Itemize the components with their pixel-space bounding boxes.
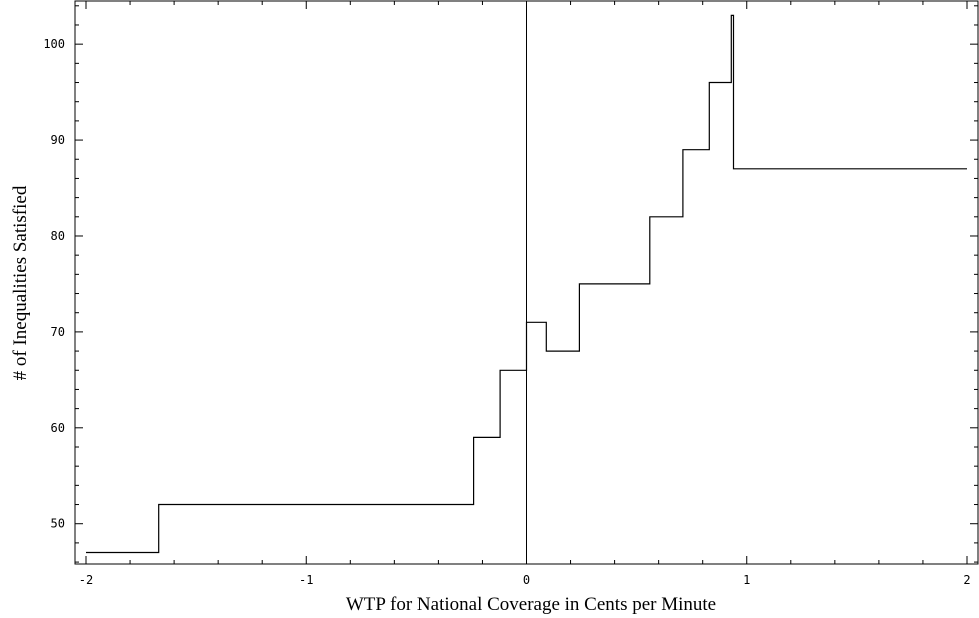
y-axis-ticks: 50 60 70 80 90 100 <box>43 5 978 563</box>
y-tick-label: 60 <box>51 421 65 435</box>
y-axis-label: # of Inequalities Satisfied <box>10 185 31 380</box>
y-tick-label: 50 <box>51 517 65 531</box>
x-tick-label: -1 <box>299 573 313 587</box>
x-tick-label: 0 <box>523 573 530 587</box>
x-tick-label: -2 <box>79 573 93 587</box>
y-tick-label: 70 <box>51 325 65 339</box>
y-tick-label: 100 <box>43 37 65 51</box>
y-tick-label: 80 <box>51 229 65 243</box>
y-tick-label: 90 <box>51 133 65 147</box>
x-tick-label: 2 <box>963 573 970 587</box>
x-axis-label: WTP for National Coverage in Cents per M… <box>346 594 716 615</box>
plot-area <box>74 0 979 565</box>
x-axis-ticks: -2 -1 0 1 2 <box>79 1 971 587</box>
inequalities-step-line <box>86 14 967 554</box>
x-tick-label: 1 <box>743 573 750 587</box>
